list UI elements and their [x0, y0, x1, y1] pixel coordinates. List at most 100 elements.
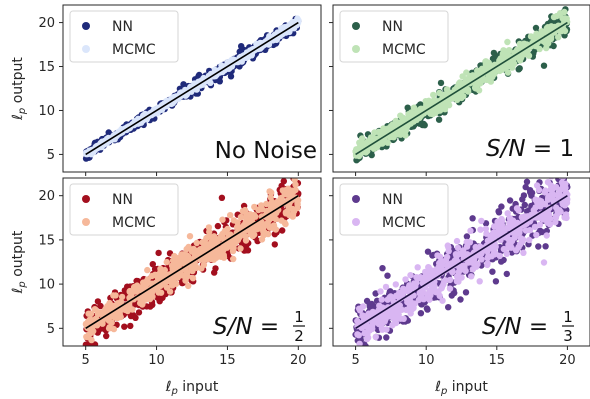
- data-point: [512, 247, 520, 254]
- data-point: [402, 276, 409, 283]
- annotation-text: S/N = 1: [486, 136, 574, 162]
- legend-marker: [82, 195, 90, 203]
- data-point: [370, 302, 377, 310]
- data-point: [515, 207, 522, 214]
- data-point: [99, 320, 106, 327]
- data-point: [504, 69, 512, 76]
- data-point: [543, 227, 550, 235]
- data-point: [439, 297, 446, 304]
- data-point: [258, 236, 266, 243]
- data-point: [260, 228, 267, 235]
- plot-area: [352, 6, 571, 164]
- data-point: [171, 252, 178, 260]
- panel-annotation: No Noise: [215, 138, 317, 164]
- data-point: [155, 249, 162, 257]
- data-point: [359, 313, 367, 320]
- data-point: [365, 310, 372, 317]
- data-point: [535, 186, 543, 194]
- data-point: [88, 336, 95, 344]
- x-axis-label: ℓp input: [434, 379, 488, 397]
- legend-marker: [352, 218, 360, 226]
- data-point: [105, 314, 113, 321]
- data-point: [179, 272, 187, 279]
- data-point: [272, 215, 279, 223]
- data-point: [172, 263, 179, 271]
- legend: NN MCMC: [69, 10, 179, 63]
- data-point: [382, 283, 390, 291]
- data-point: [458, 266, 465, 273]
- data-point: [130, 284, 138, 291]
- data-point: [463, 243, 471, 250]
- data-point: [117, 313, 124, 321]
- data-point: [266, 188, 273, 195]
- data-point: [534, 32, 541, 39]
- legend-marker: [82, 22, 90, 30]
- data-point: [363, 297, 371, 305]
- x-tick-label: 10: [418, 353, 435, 368]
- data-point: [98, 310, 105, 317]
- data-point: [242, 233, 249, 240]
- x-tick-label: 20: [290, 353, 307, 368]
- data-point: [392, 281, 399, 288]
- data-point: [279, 187, 286, 194]
- data-point: [82, 321, 90, 328]
- data-point: [521, 214, 528, 221]
- data-point: [183, 252, 190, 259]
- data-point: [547, 18, 555, 25]
- data-point: [432, 97, 439, 104]
- y-axis-label: ℓp output: [10, 57, 28, 121]
- data-point: [102, 305, 109, 313]
- data-point: [522, 183, 529, 191]
- data-point: [372, 290, 379, 297]
- x-tick-label: 5: [82, 353, 90, 368]
- data-point: [289, 213, 296, 220]
- legend: NN MCMC: [339, 10, 449, 63]
- data-point: [521, 201, 528, 209]
- data-point: [177, 253, 185, 261]
- data-point: [369, 347, 375, 353]
- data-point: [132, 314, 139, 321]
- data-point: [537, 203, 544, 210]
- data-point: [496, 252, 503, 260]
- data-point: [560, 178, 567, 181]
- data-point: [491, 243, 498, 250]
- data-point: [562, 15, 569, 22]
- fit-line: [355, 21, 568, 156]
- data-point: [443, 253, 451, 261]
- data-point: [504, 38, 511, 46]
- data-point: [270, 222, 278, 229]
- data-point: [386, 133, 394, 141]
- data-point: [514, 219, 521, 227]
- data-point: [105, 325, 113, 332]
- data-point: [383, 334, 390, 341]
- data-point: [277, 195, 285, 202]
- data-point: [407, 298, 414, 305]
- data-point: [389, 124, 397, 131]
- data-point: [430, 267, 437, 275]
- data-point: [427, 272, 435, 279]
- data-point: [93, 322, 101, 329]
- plot-area: [352, 178, 571, 353]
- data-point: [424, 306, 431, 313]
- data-point: [263, 200, 270, 208]
- legend-label: MCMC: [382, 215, 426, 231]
- data-point: [224, 225, 231, 233]
- data-point: [454, 244, 462, 252]
- y-tick-label: 10: [38, 104, 55, 119]
- data-point: [375, 128, 382, 136]
- data-point: [182, 277, 189, 284]
- data-point: [458, 274, 465, 281]
- data-point: [183, 245, 190, 253]
- data-point: [205, 224, 213, 231]
- data-point: [200, 261, 208, 268]
- fraction-denominator: 3: [563, 327, 573, 345]
- data-point: [477, 226, 484, 233]
- data-point: [484, 261, 491, 269]
- data-point: [88, 316, 95, 324]
- data-point: [89, 329, 96, 336]
- data-point: [439, 103, 446, 110]
- y-tick-label: 10: [38, 278, 55, 293]
- data-point: [107, 301, 114, 309]
- data-point: [377, 288, 384, 295]
- data-point: [516, 241, 524, 248]
